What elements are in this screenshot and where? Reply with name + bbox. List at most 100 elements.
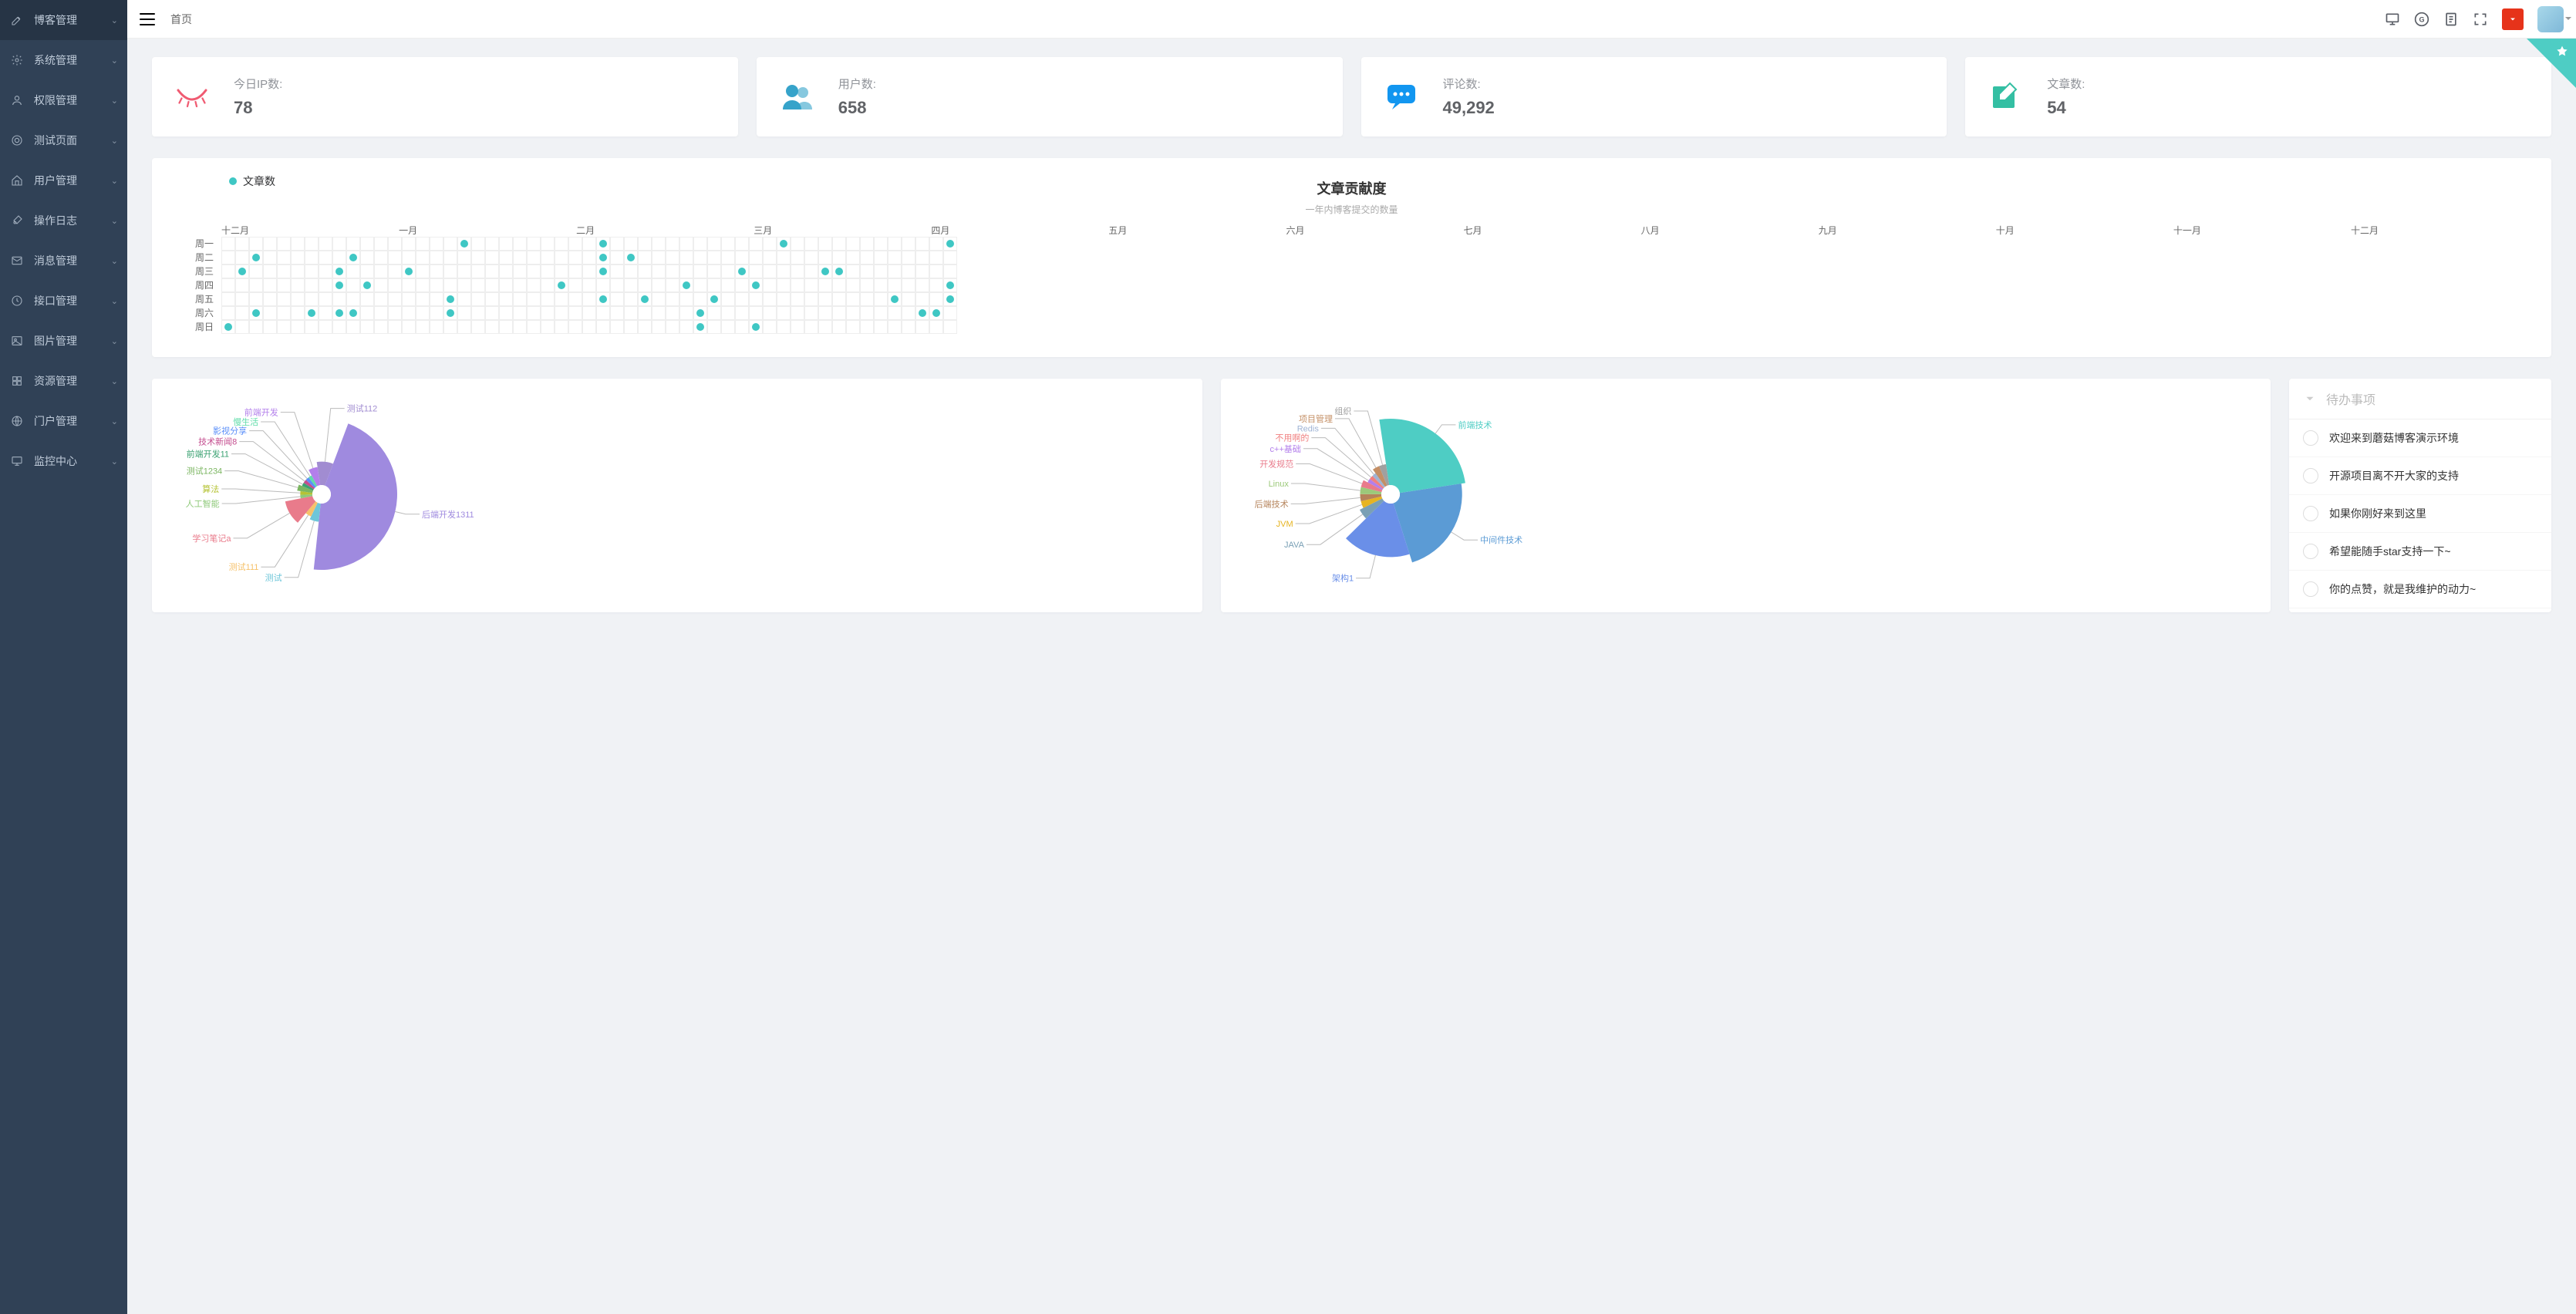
contribution-cell[interactable] <box>804 306 818 320</box>
sidebar-item-1[interactable]: 系统管理⌄ <box>0 40 127 80</box>
contribution-cell[interactable] <box>874 237 888 251</box>
contribution-cell[interactable] <box>721 320 735 334</box>
contribution-cell[interactable] <box>527 320 541 334</box>
todo-checkbox[interactable] <box>2303 544 2318 559</box>
contribution-cell[interactable] <box>666 306 679 320</box>
contribution-cell[interactable] <box>457 251 471 264</box>
contribution-cell[interactable] <box>555 237 568 251</box>
contribution-cell[interactable] <box>888 264 902 278</box>
contribution-cell[interactable] <box>374 264 388 278</box>
contribution-cell[interactable] <box>666 292 679 306</box>
contribution-cell[interactable] <box>638 306 652 320</box>
contribution-cell[interactable] <box>235 264 249 278</box>
contribution-cell[interactable] <box>735 251 749 264</box>
contribution-cell[interactable] <box>513 264 527 278</box>
contribution-cell[interactable] <box>555 264 568 278</box>
todo-item-3[interactable]: 希望能随手star支持一下~ <box>2289 533 2551 571</box>
contribution-cell[interactable] <box>902 292 915 306</box>
contribution-cell[interactable] <box>582 237 596 251</box>
contribution-cell[interactable] <box>235 320 249 334</box>
contribution-cell[interactable] <box>846 306 860 320</box>
contribution-cell[interactable] <box>915 320 929 334</box>
contribution-cell[interactable] <box>846 292 860 306</box>
contribution-cell[interactable] <box>263 237 277 251</box>
contribution-cell[interactable] <box>485 292 499 306</box>
contribution-cell[interactable] <box>360 237 374 251</box>
contribution-cell[interactable] <box>860 237 874 251</box>
contribution-cell[interactable] <box>763 251 777 264</box>
contribution-cell[interactable] <box>221 251 235 264</box>
contribution-cell[interactable] <box>555 278 568 292</box>
contribution-cell[interactable] <box>291 264 305 278</box>
contribution-cell[interactable] <box>596 251 610 264</box>
contribution-cell[interactable] <box>943 237 957 251</box>
contribution-cell[interactable] <box>402 251 416 264</box>
contribution-cell[interactable] <box>568 264 582 278</box>
sidebar-item-8[interactable]: 图片管理⌄ <box>0 321 127 361</box>
contribution-cell[interactable] <box>874 264 888 278</box>
contribution-cell[interactable] <box>443 306 457 320</box>
contribution-cell[interactable] <box>332 237 346 251</box>
contribution-cell[interactable] <box>652 251 666 264</box>
contribution-cell[interactable] <box>471 320 485 334</box>
sidebar-item-7[interactable]: 接口管理⌄ <box>0 281 127 321</box>
fullscreen-icon[interactable] <box>2473 12 2488 27</box>
contribution-cell[interactable] <box>430 306 443 320</box>
contribution-cell[interactable] <box>596 320 610 334</box>
contribution-cell[interactable] <box>443 237 457 251</box>
contribution-cell[interactable] <box>915 306 929 320</box>
contribution-cell[interactable] <box>471 278 485 292</box>
contribution-cell[interactable] <box>943 251 957 264</box>
contribution-cell[interactable] <box>388 264 402 278</box>
contribution-cell[interactable] <box>332 292 346 306</box>
contribution-cell[interactable] <box>652 264 666 278</box>
contribution-cell[interactable] <box>277 292 291 306</box>
contribution-cell[interactable] <box>610 264 624 278</box>
contribution-cell[interactable] <box>388 237 402 251</box>
contribution-cell[interactable] <box>929 237 943 251</box>
contribution-cell[interactable] <box>430 251 443 264</box>
contribution-cell[interactable] <box>402 320 416 334</box>
contribution-cell[interactable] <box>707 292 721 306</box>
contribution-cell[interactable] <box>346 292 360 306</box>
contribution-cell[interactable] <box>582 320 596 334</box>
contribution-cell[interactable] <box>679 237 693 251</box>
todo-header[interactable]: 待办事项 <box>2289 379 2551 419</box>
contribution-cell[interactable] <box>652 292 666 306</box>
contribution-cell[interactable] <box>485 278 499 292</box>
contribution-cell[interactable] <box>624 278 638 292</box>
contribution-cell[interactable] <box>485 306 499 320</box>
contribution-cell[interactable] <box>902 251 915 264</box>
sidebar-item-0[interactable]: 博客管理⌄ <box>0 0 127 40</box>
contribution-cell[interactable] <box>596 278 610 292</box>
contribution-cell[interactable] <box>860 278 874 292</box>
contribution-cell[interactable] <box>499 306 513 320</box>
contribution-cell[interactable] <box>804 320 818 334</box>
contribution-cell[interactable] <box>291 320 305 334</box>
contribution-cell[interactable] <box>513 251 527 264</box>
contribution-cell[interactable] <box>360 292 374 306</box>
contribution-cell[interactable] <box>277 320 291 334</box>
contribution-cell[interactable] <box>610 292 624 306</box>
contribution-cell[interactable] <box>291 292 305 306</box>
contribution-cell[interactable] <box>693 292 707 306</box>
contribution-cell[interactable] <box>388 251 402 264</box>
corner-ribbon[interactable] <box>2527 39 2576 88</box>
contribution-cell[interactable] <box>457 264 471 278</box>
contribution-cell[interactable] <box>305 264 319 278</box>
sidebar-item-5[interactable]: 操作日志⌄ <box>0 200 127 241</box>
contribution-cell[interactable] <box>319 278 332 292</box>
contribution-cell[interactable] <box>471 264 485 278</box>
notification-button[interactable] <box>2502 8 2524 30</box>
contribution-cell[interactable] <box>693 278 707 292</box>
contribution-cell[interactable] <box>638 292 652 306</box>
contribution-cell[interactable] <box>319 264 332 278</box>
contribution-cell[interactable] <box>929 306 943 320</box>
contribution-cell[interactable] <box>568 292 582 306</box>
contribution-cell[interactable] <box>763 320 777 334</box>
contribution-cell[interactable] <box>402 278 416 292</box>
contribution-cell[interactable] <box>513 292 527 306</box>
contribution-cell[interactable] <box>902 306 915 320</box>
contribution-cell[interactable] <box>513 320 527 334</box>
contribution-cell[interactable] <box>707 237 721 251</box>
